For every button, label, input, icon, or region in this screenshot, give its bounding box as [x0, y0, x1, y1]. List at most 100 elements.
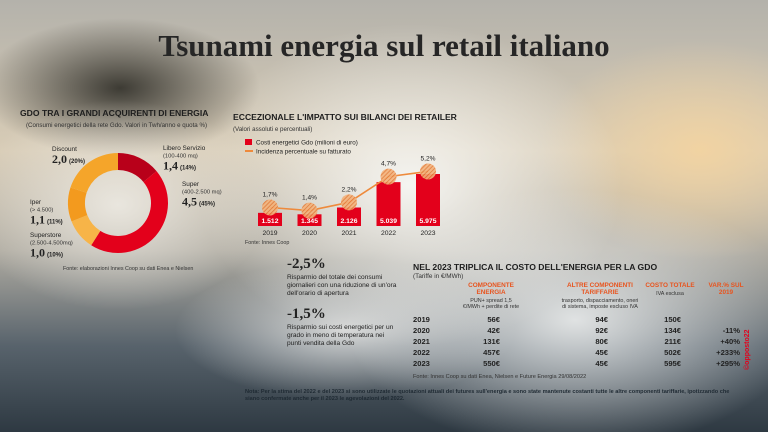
table-source: Fonte: Innes Coop su dati Enea, Nielsen … — [413, 374, 587, 380]
table-cell: -11% — [722, 326, 740, 335]
segment-sublabel: (100-400 mq) — [163, 154, 198, 160]
bar — [416, 174, 440, 226]
table-cell: 550€ — [483, 359, 500, 368]
table-subtitle: (Tariffe in €/MWh) — [413, 273, 464, 280]
callout-value: -2,5% — [287, 256, 326, 272]
chart-title: ECCEZIONALE L'IMPATTO SUI BILANCI DEI RE… — [233, 112, 458, 122]
segment-sublabel: (2.500-4.500mq) — [30, 241, 73, 247]
callout-value: -1,5% — [287, 306, 326, 322]
segment-value-label: 4,5 (45%) — [182, 195, 215, 209]
table-cell: 134€ — [664, 326, 681, 335]
row-year: 2019 — [413, 315, 430, 324]
segment-value-label: 1,4 (14%) — [163, 159, 196, 173]
segment-sublabel: (400-2.500 mq) — [182, 190, 222, 196]
share-label: (14%) — [180, 166, 196, 172]
table-cell: 92€ — [595, 326, 608, 335]
page-title: Tsunami energia sul retail italiano — [158, 28, 610, 63]
segment-value-label: 1,0 (10%) — [30, 246, 63, 260]
table-cell: 211€ — [664, 337, 681, 346]
segment-label: Iper — [30, 199, 42, 206]
table-cell: 80€ — [595, 337, 608, 346]
x-tick-label: 2023 — [420, 230, 435, 237]
donut-segment — [91, 171, 168, 253]
chart-subtitle: (Consumi energetici della rete Gdo. Valo… — [26, 122, 207, 129]
table-cell: +40% — [720, 337, 740, 346]
x-tick-label: 2022 — [381, 230, 396, 237]
value-label: 1,1 — [30, 213, 45, 227]
bar — [376, 182, 401, 226]
bar-value-label: 1.512 — [261, 218, 278, 225]
line-point — [420, 163, 436, 180]
callout-text: Risparmio del totale dei consumi giornal… — [287, 274, 397, 298]
line-point — [301, 202, 318, 219]
column-header: COMPONENTE ENERGIA — [468, 282, 514, 296]
segment-label: Super — [182, 181, 200, 188]
column-header: VAR.% SUL 2019 — [708, 282, 744, 296]
segment-value-label: 2,0 (20%) — [52, 152, 85, 166]
chart-subtitle: (Valori assoluti e percentuali) — [233, 126, 312, 133]
row-year: 2021 — [413, 337, 430, 346]
value-label: 4,5 — [182, 195, 197, 209]
donut-segment — [118, 153, 157, 182]
row-year: 2023 — [413, 359, 430, 368]
line-value-label: 4,7% — [381, 161, 396, 168]
segment-sublabel: (> 4.500) — [30, 208, 53, 214]
donut-segment — [71, 215, 101, 246]
bar-value-label: 5.039 — [380, 218, 397, 225]
footnote: Nota: Per la stima del 2022 e del 2023 s… — [245, 389, 730, 402]
table-cell: 502€ — [664, 348, 681, 357]
table-cell: 150€ — [664, 315, 681, 324]
line-value-label: 1,4% — [302, 195, 317, 202]
bar — [258, 212, 282, 226]
bar — [337, 207, 361, 226]
share-label: (45%) — [199, 202, 215, 208]
table-cell: +295% — [716, 359, 740, 368]
bar-value-label: 1.345 — [301, 218, 318, 225]
segment-label: Discount — [52, 146, 77, 153]
segment-value-label: 1,1 (11%) — [30, 213, 63, 227]
line-value-label: 5,2% — [420, 155, 435, 162]
combo-chart: ECCEZIONALE L'IMPATTO SUI BILANCI DEI RE… — [233, 112, 458, 246]
segment-label: Libero Servizio — [163, 145, 206, 152]
column-note: IVA esclusa — [656, 291, 684, 297]
column-note: PUN+ spread 1,5 €/MWh + perdite di rete — [462, 298, 520, 311]
table-cell: 595€ — [664, 359, 681, 368]
column-note: trasporto, dispacciamento, oneri di sist… — [561, 298, 639, 311]
bar-value-label: 2.126 — [340, 218, 357, 225]
line-point — [262, 199, 278, 216]
bar — [297, 214, 322, 226]
table-cell: 94€ — [595, 315, 608, 324]
row-year: 2022 — [413, 348, 430, 357]
value-label: 1,4 — [163, 159, 178, 173]
value-label: 1,0 — [30, 246, 45, 260]
x-tick-label: 2020 — [302, 230, 317, 237]
table-cell: 457€ — [483, 348, 500, 357]
legend-swatch — [245, 139, 252, 145]
table-cell: 45€ — [595, 348, 608, 357]
line-point — [380, 168, 397, 185]
table-title: NEL 2023 TRIPLICA IL COSTO DELL'ENERGIA … — [413, 262, 658, 272]
table-cell: +233% — [716, 348, 740, 357]
table-cell: 45€ — [595, 359, 608, 368]
row-year: 2020 — [413, 326, 430, 335]
legend-label: Incidenza percentuale su fatturato — [256, 149, 351, 156]
legend-label: Costi energetici Gdo (milioni di euro) — [256, 140, 358, 147]
x-tick-label: 2019 — [262, 230, 277, 237]
share-label: (10%) — [47, 253, 63, 259]
callout-text: Risparmio sui costi energetici per un gr… — [287, 324, 394, 348]
chart-source: Fonte: Innes Coop — [245, 240, 289, 246]
chart-title: GDO TRA I GRANDI ACQUIRENTI DI ENERGIA — [20, 108, 208, 118]
credit: ©opposto22 — [744, 329, 751, 370]
bar-value-label: 5.975 — [419, 218, 436, 225]
column-header: ALTRE COMPONENTI TARIFFARIE — [567, 282, 633, 296]
donut-segment — [68, 187, 88, 222]
x-tick-label: 2021 — [341, 230, 356, 237]
donut-chart: GDO TRA I GRANDI ACQUIRENTI DI ENERGIA (C… — [20, 108, 222, 272]
chart-source: Fonte: elaborazioni Innes Coop su dati E… — [63, 266, 193, 272]
donut-segment — [70, 153, 118, 193]
table-cell: 131€ — [483, 337, 500, 346]
